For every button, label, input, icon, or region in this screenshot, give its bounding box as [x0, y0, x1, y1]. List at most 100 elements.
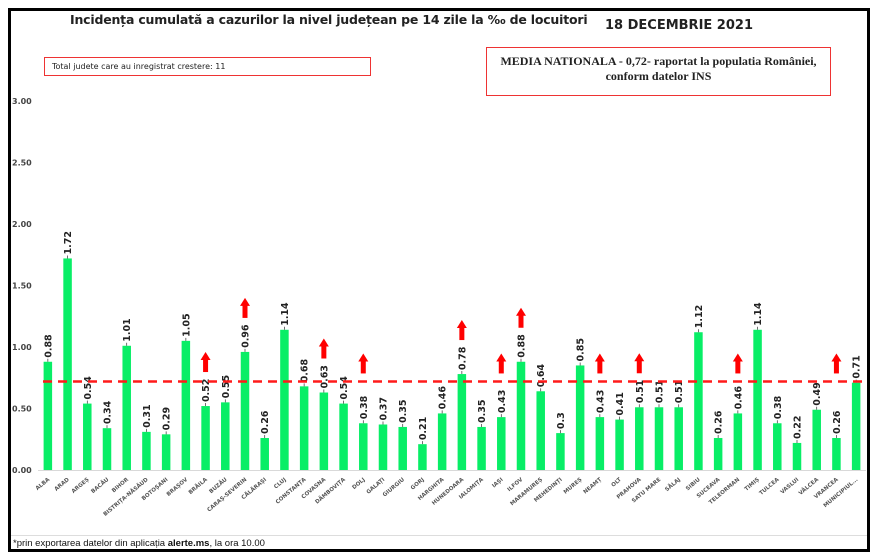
x-tick-label: ALBA	[35, 476, 52, 491]
footer-source: alerte.ms	[167, 538, 210, 549]
value-label: 1.01	[122, 318, 133, 341]
bar	[398, 426, 407, 470]
bar	[595, 417, 605, 470]
x-tick-label: MUREȘ	[563, 477, 584, 496]
value-label: 0.64	[536, 363, 547, 387]
bar	[792, 442, 802, 470]
bar	[694, 332, 703, 470]
x-tick-label: ARAD	[54, 477, 71, 493]
value-label: 1.05	[181, 313, 192, 336]
value-label: 0.54	[83, 376, 94, 400]
value-label: 0.78	[457, 346, 468, 370]
bar	[654, 407, 664, 470]
bar	[457, 374, 467, 470]
bar	[201, 406, 210, 470]
bar	[615, 419, 624, 470]
bar	[142, 431, 151, 470]
national-average-box: MEDIA NATIONALA - 0,72- raportat la popu…	[486, 47, 831, 96]
x-tick-label: SĂLAJ	[664, 476, 682, 493]
x-tick-label: GIURGIU	[382, 477, 406, 498]
bar	[299, 386, 309, 470]
bar	[536, 391, 545, 470]
chart-title: Incidența cumulată a cazurilor la nivel …	[70, 12, 588, 27]
x-tick-label: IAȘI	[491, 477, 504, 490]
national-average-line1: MEDIA NATIONALA - 0,72- raportat la popu…	[500, 54, 817, 68]
bar	[812, 409, 821, 470]
x-tick-label: DOLJ	[351, 477, 366, 491]
x-tick-label: BACĂU	[90, 476, 111, 495]
increase-arrow-icon	[456, 320, 467, 341]
bar	[437, 413, 447, 470]
increase-arrow-icon	[516, 307, 526, 328]
value-label: 0.26	[832, 410, 843, 434]
value-label: 0.43	[595, 390, 606, 413]
bar	[83, 403, 92, 470]
bar	[635, 407, 644, 470]
y-tick-label: 0.50	[12, 405, 32, 414]
value-label: 0.29	[162, 407, 173, 430]
increase-arrow-icon	[594, 353, 605, 374]
bar	[575, 365, 585, 470]
national-average-line2: conform datelor INS	[605, 69, 712, 83]
value-label: 0.22	[793, 415, 804, 438]
x-tick-label: CLUJ	[273, 477, 287, 491]
value-label: 0.26	[260, 410, 271, 434]
bar	[339, 403, 348, 470]
increase-count-box: Total judete care au inregistrat crester…	[44, 57, 371, 76]
bar	[713, 438, 723, 470]
footer-suffix: , la ora 10.00	[209, 538, 265, 549]
bar	[674, 407, 683, 470]
bars-group: 0.88 1.72 0.54 0.34 1.01 0.31 0.29 1.05 0.52 0.55…	[43, 231, 863, 470]
value-label: 0.43	[497, 390, 508, 413]
bar	[221, 402, 230, 470]
y-tick-label: 1.00	[12, 343, 32, 352]
value-label: 0.54	[339, 376, 350, 400]
bar	[122, 345, 131, 470]
x-tick-label: NEAMȚ	[583, 477, 604, 496]
x-tick-label: OLT	[611, 477, 623, 489]
value-label: 0.37	[379, 397, 390, 420]
value-label: 0.35	[477, 399, 488, 422]
bar	[280, 329, 289, 470]
footer-prefix: *prin exportarea datelor din aplicația	[13, 538, 168, 549]
value-label: 0.55	[221, 375, 232, 398]
footer-note: *prin exportarea datelor din aplicația a…	[13, 538, 265, 549]
y-tick-label: 3.00	[12, 97, 32, 106]
value-label: 0.71	[852, 355, 863, 378]
x-tick-label: MUNICIPIUL...	[823, 477, 860, 509]
bar	[378, 424, 388, 470]
x-tick-label: VASLUI	[780, 477, 801, 496]
value-label: 0.34	[103, 400, 114, 424]
x-tick-label: ARGEȘ	[71, 477, 91, 495]
bar	[477, 426, 486, 470]
x-tick-label: BRĂILA	[187, 476, 209, 496]
bar	[43, 361, 53, 470]
bar	[832, 438, 841, 470]
value-label: 0.51	[635, 380, 646, 403]
bar	[773, 423, 782, 470]
bar	[418, 444, 427, 470]
increase-arrows	[200, 297, 842, 374]
y-axis: 0.00 0.50 1.00 1.50 2.00 2.50 3.00	[12, 97, 32, 475]
value-label: 0.88	[43, 334, 54, 358]
bar	[851, 382, 861, 470]
increase-arrow-icon	[831, 353, 842, 374]
bar	[260, 438, 269, 470]
value-label: 0.38	[359, 395, 370, 419]
bar	[753, 329, 762, 470]
value-label: 1.72	[63, 231, 74, 254]
bar	[161, 434, 171, 470]
y-tick-label: 2.00	[12, 220, 32, 229]
increase-count-label: Total judete care au inregistrat crester…	[52, 62, 226, 71]
y-tick-label: 0.00	[12, 466, 32, 475]
value-label: 0.26	[714, 410, 725, 434]
value-label: 0.52	[201, 379, 212, 402]
increase-arrow-icon	[732, 353, 743, 374]
value-label: 0.31	[142, 404, 153, 427]
bar	[497, 417, 506, 470]
x-tick-label: SIBIU	[685, 477, 702, 492]
value-label: 0.38	[773, 395, 784, 419]
value-label: 0.46	[733, 386, 744, 410]
value-label: 0.41	[615, 392, 626, 415]
